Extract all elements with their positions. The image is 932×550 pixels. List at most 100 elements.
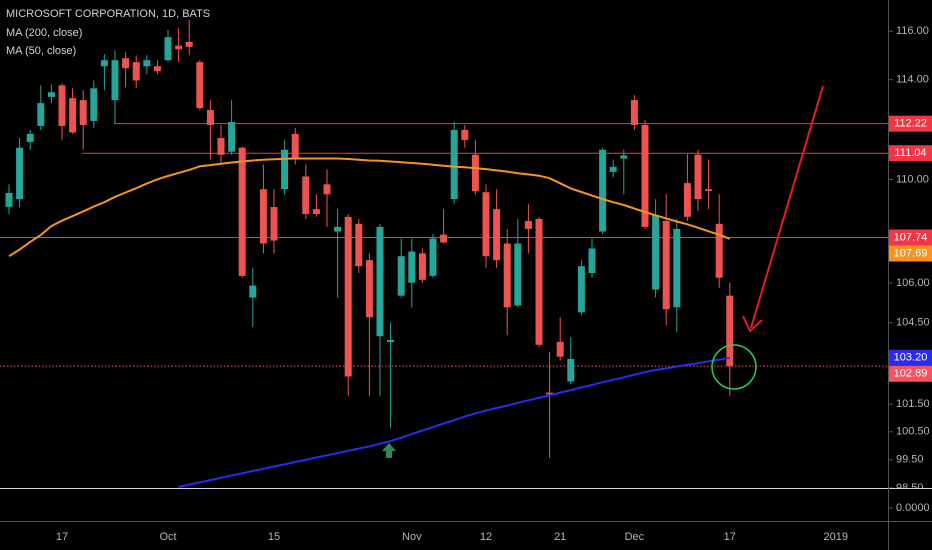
candle-body xyxy=(217,137,225,155)
candle-body xyxy=(90,88,98,121)
candle-body xyxy=(37,103,45,126)
candle-body xyxy=(206,110,214,125)
candle-body xyxy=(175,45,183,50)
y-tick-label: 114.00 xyxy=(896,74,929,86)
candle-body xyxy=(556,341,564,357)
candle-body xyxy=(164,37,172,61)
candle-body xyxy=(122,58,130,69)
ma-line xyxy=(8,157,731,258)
x-tick-label: Dec xyxy=(625,531,645,543)
price-label: 103.20 xyxy=(894,352,928,364)
candle-body xyxy=(440,234,448,243)
candle-body xyxy=(302,176,310,215)
candle-body xyxy=(323,184,331,195)
overlay: 0.0000 17 Oct 15 Nov 12 21 Dec 17 2019 MA (200, cl… xyxy=(6,27,932,543)
candle-body xyxy=(153,66,161,72)
candle-body xyxy=(577,266,585,313)
candle-body xyxy=(259,189,267,244)
price-label-box xyxy=(889,365,932,382)
candle-body xyxy=(514,243,522,306)
x-tick-label: 17 xyxy=(56,531,68,543)
price-label-box xyxy=(889,145,932,162)
plot-area xyxy=(0,20,888,488)
candle-body xyxy=(694,154,702,200)
candle-body xyxy=(493,209,501,261)
candle-body xyxy=(683,183,691,217)
candle-body xyxy=(79,100,87,125)
candle-body xyxy=(588,248,596,273)
candle-body xyxy=(334,226,342,232)
circle-annotation xyxy=(711,344,757,390)
arrow-annotation xyxy=(750,85,824,329)
candle-body xyxy=(26,133,34,142)
candle-body xyxy=(503,243,511,308)
price-label: 107.74 xyxy=(894,231,928,243)
price-label-box xyxy=(889,229,932,246)
candle-body xyxy=(132,62,140,81)
candle-body xyxy=(715,223,723,278)
price-label-box xyxy=(889,245,932,262)
candle-body xyxy=(111,60,119,101)
x-tick-label: 12 xyxy=(480,531,492,543)
legend-entry: MA (50, close) xyxy=(6,45,76,57)
y-tick-label: 116.00 xyxy=(896,25,929,37)
candle-body xyxy=(387,339,395,343)
candle-body xyxy=(641,124,649,227)
candle-body xyxy=(196,62,204,109)
candle-body xyxy=(450,129,458,200)
candle-body xyxy=(429,238,437,276)
y-tick-label: 101.50 xyxy=(896,398,930,410)
candle-body xyxy=(705,189,713,191)
candle-body xyxy=(652,215,660,290)
candle-body xyxy=(599,149,607,232)
price-label-box xyxy=(889,349,932,366)
candle-body xyxy=(143,60,151,67)
candle-body xyxy=(609,166,617,172)
candle-body xyxy=(482,192,490,257)
candle-body xyxy=(461,129,469,140)
arrow-head xyxy=(742,315,763,333)
pane2-tick-label: 0.0000 xyxy=(896,502,930,514)
candle-body xyxy=(281,149,289,190)
price-label: 107.69 xyxy=(894,247,928,259)
candle-body xyxy=(567,358,575,382)
candle-body xyxy=(58,85,66,126)
x-tick-label: Oct xyxy=(159,531,176,543)
candle-body xyxy=(47,92,55,97)
candle-body xyxy=(312,209,320,215)
price-label: 112.22 xyxy=(894,118,927,130)
chart-title: MICROSOFT CORPORATION, 1D, BATS xyxy=(6,8,210,20)
y-tick-label: 99.50 xyxy=(896,454,924,466)
candle-body xyxy=(630,100,638,125)
candle-body xyxy=(365,260,373,318)
candle-body xyxy=(270,207,278,241)
candle-body xyxy=(524,220,532,229)
price-label: 102.89 xyxy=(894,368,928,380)
indicator-pane xyxy=(0,489,888,521)
candle-body xyxy=(726,295,734,367)
candle-body xyxy=(344,216,352,377)
candle-body xyxy=(185,41,193,47)
candle-body xyxy=(620,155,628,159)
y-tick-label: 110.00 xyxy=(896,173,929,185)
candle-body xyxy=(673,228,681,308)
price-label: 111.04 xyxy=(894,147,926,159)
candle-body xyxy=(5,193,13,207)
x-tick-label: 2019 xyxy=(824,531,848,543)
candle-body xyxy=(397,256,405,296)
x-tick-label: 21 xyxy=(554,531,566,543)
candle-body xyxy=(376,226,384,337)
x-tick-label: 17 xyxy=(724,531,736,543)
legend-entry: MA (200, close) xyxy=(6,27,82,39)
candle-body xyxy=(238,147,246,276)
indicator-axis xyxy=(889,489,932,521)
candle-body xyxy=(355,223,363,267)
candle-body xyxy=(249,285,257,298)
candle-body xyxy=(418,253,426,280)
candle-body xyxy=(408,251,416,283)
candle-body xyxy=(535,218,543,345)
candle-body xyxy=(471,154,479,192)
